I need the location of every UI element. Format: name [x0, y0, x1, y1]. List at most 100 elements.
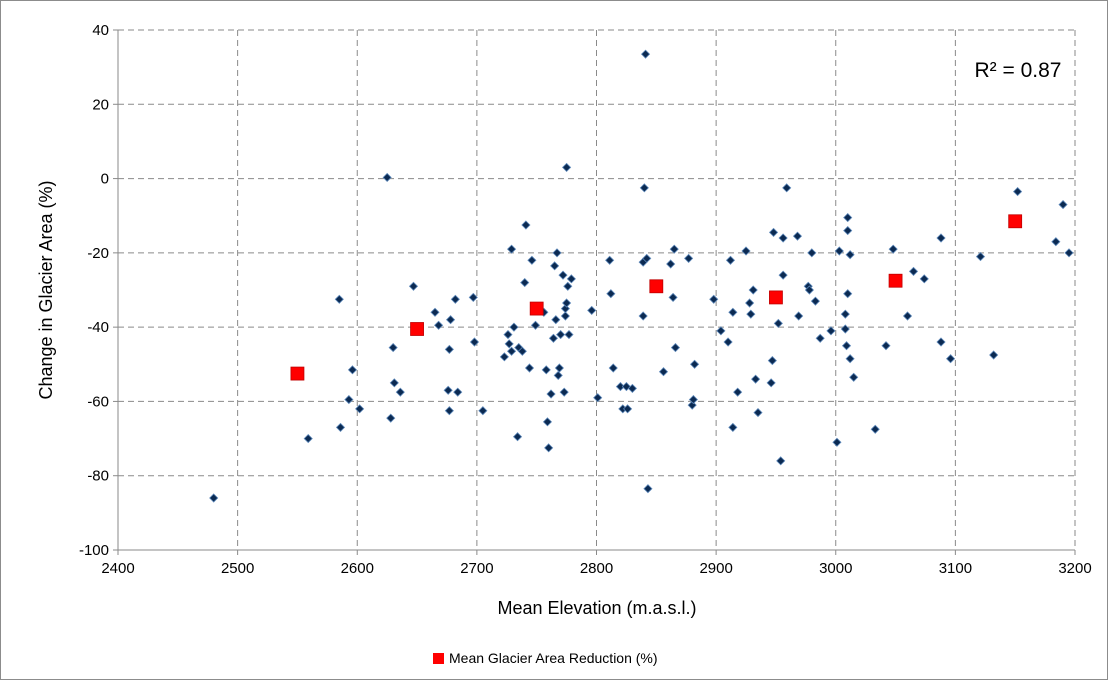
glacier-point	[690, 359, 700, 369]
glacier-point	[615, 382, 625, 392]
axes	[113, 29, 1076, 555]
x-tick-label: 3200	[1058, 560, 1091, 577]
glacier-point	[468, 292, 478, 302]
glacier-point	[881, 341, 891, 351]
y-tick-label: -40	[87, 319, 109, 336]
glacier-point	[542, 417, 553, 427]
glacier-point	[608, 363, 618, 373]
glacier-point	[832, 437, 842, 447]
glacier-point	[767, 356, 777, 366]
glacier-point	[1013, 187, 1023, 197]
glacier-point	[638, 311, 648, 321]
y-tick-label: -20	[87, 245, 109, 262]
glacier-point	[745, 298, 755, 308]
glacier-point	[389, 378, 399, 388]
glacier-point	[709, 294, 719, 304]
glacier-point	[1051, 237, 1061, 247]
glacier-point	[766, 378, 776, 388]
glacier-point	[728, 307, 738, 317]
glacier-point	[334, 294, 344, 304]
glacier-point	[728, 422, 738, 432]
glacier-point	[556, 330, 566, 340]
mean-reduction-point	[1008, 214, 1023, 229]
glacier-point	[303, 434, 313, 444]
glacier-point	[499, 352, 509, 362]
x-tick-label: 3100	[939, 560, 972, 577]
glacier-point	[444, 406, 454, 416]
glacier-point	[627, 383, 637, 393]
mean-reduction-point	[888, 273, 903, 288]
glacier-point	[849, 372, 859, 382]
mean-reduction-point	[529, 301, 544, 316]
glacier-point	[507, 244, 517, 254]
glacier-point	[469, 337, 480, 347]
x-tick-label: 3000	[819, 560, 852, 577]
x-tick-label: 2400	[101, 560, 134, 577]
glacier-point	[936, 233, 946, 243]
glacier-point	[520, 278, 530, 288]
glacier-point	[551, 315, 561, 325]
glacier-point	[768, 227, 779, 237]
glacier-point	[564, 330, 574, 340]
glacier-point	[1058, 200, 1068, 210]
glacier-point	[504, 339, 514, 349]
glacier-point	[444, 344, 454, 354]
y-tick-label: -60	[87, 393, 109, 410]
glacier-point	[388, 343, 398, 353]
glacier-point	[908, 266, 919, 276]
glacier-point	[355, 404, 365, 414]
glacier-point	[843, 289, 853, 299]
x-axis-title: Mean Elevation (m.a.s.l.)	[497, 598, 696, 618]
glacier-point	[524, 363, 535, 373]
glacier-point	[989, 350, 999, 360]
glacier-point	[782, 183, 792, 193]
x-tick-label: 2700	[460, 560, 493, 577]
x-tick-label: 2600	[341, 560, 374, 577]
x-tick-label: 2500	[221, 560, 254, 577]
glacier-point	[776, 456, 786, 466]
glacier-point	[558, 270, 568, 280]
glacier-point	[778, 233, 788, 243]
r-squared-annotation: R² = 0.87	[975, 59, 1062, 82]
glacier-point	[562, 298, 572, 308]
glacier-point	[753, 408, 763, 418]
glacier-point	[559, 387, 569, 397]
glacier-point	[544, 443, 554, 453]
glacier-point	[507, 346, 517, 356]
glacier-point	[669, 244, 679, 254]
glacier-point	[834, 246, 844, 256]
mean-reduction-point	[769, 290, 783, 305]
glacier-point	[335, 422, 346, 432]
glacier-point	[843, 213, 853, 223]
data-points	[209, 49, 1074, 503]
glacier-point	[741, 246, 751, 256]
glacier-point	[840, 324, 850, 334]
glacier-point	[643, 484, 653, 494]
y-tick-label: -100	[79, 542, 109, 559]
y-tick-label: 0	[101, 171, 109, 188]
glacier-point	[386, 413, 396, 423]
glacier-point	[606, 289, 616, 299]
glacier-point	[382, 172, 392, 183]
glacier-point	[870, 424, 880, 434]
glacier-point	[443, 385, 453, 395]
y-tick-label: 20	[92, 96, 109, 113]
glacier-point	[521, 220, 531, 230]
glacier-point	[919, 274, 929, 284]
glacier-point	[552, 248, 562, 258]
glacier-point	[668, 292, 678, 302]
glacier-point	[733, 387, 743, 397]
glacier-point	[623, 404, 633, 414]
glacier-point	[530, 320, 541, 330]
y-axis-title: Change in Glacier Area (%)	[36, 180, 56, 399]
glacier-point	[688, 395, 698, 405]
glacier-point	[794, 311, 804, 321]
glacier-point	[347, 365, 358, 375]
glacier-point	[746, 309, 756, 319]
glacier-point	[509, 322, 519, 332]
glacier-point	[395, 387, 405, 397]
glacier-point	[936, 337, 946, 347]
glacier-point	[716, 326, 726, 336]
glacier-point	[888, 244, 898, 254]
